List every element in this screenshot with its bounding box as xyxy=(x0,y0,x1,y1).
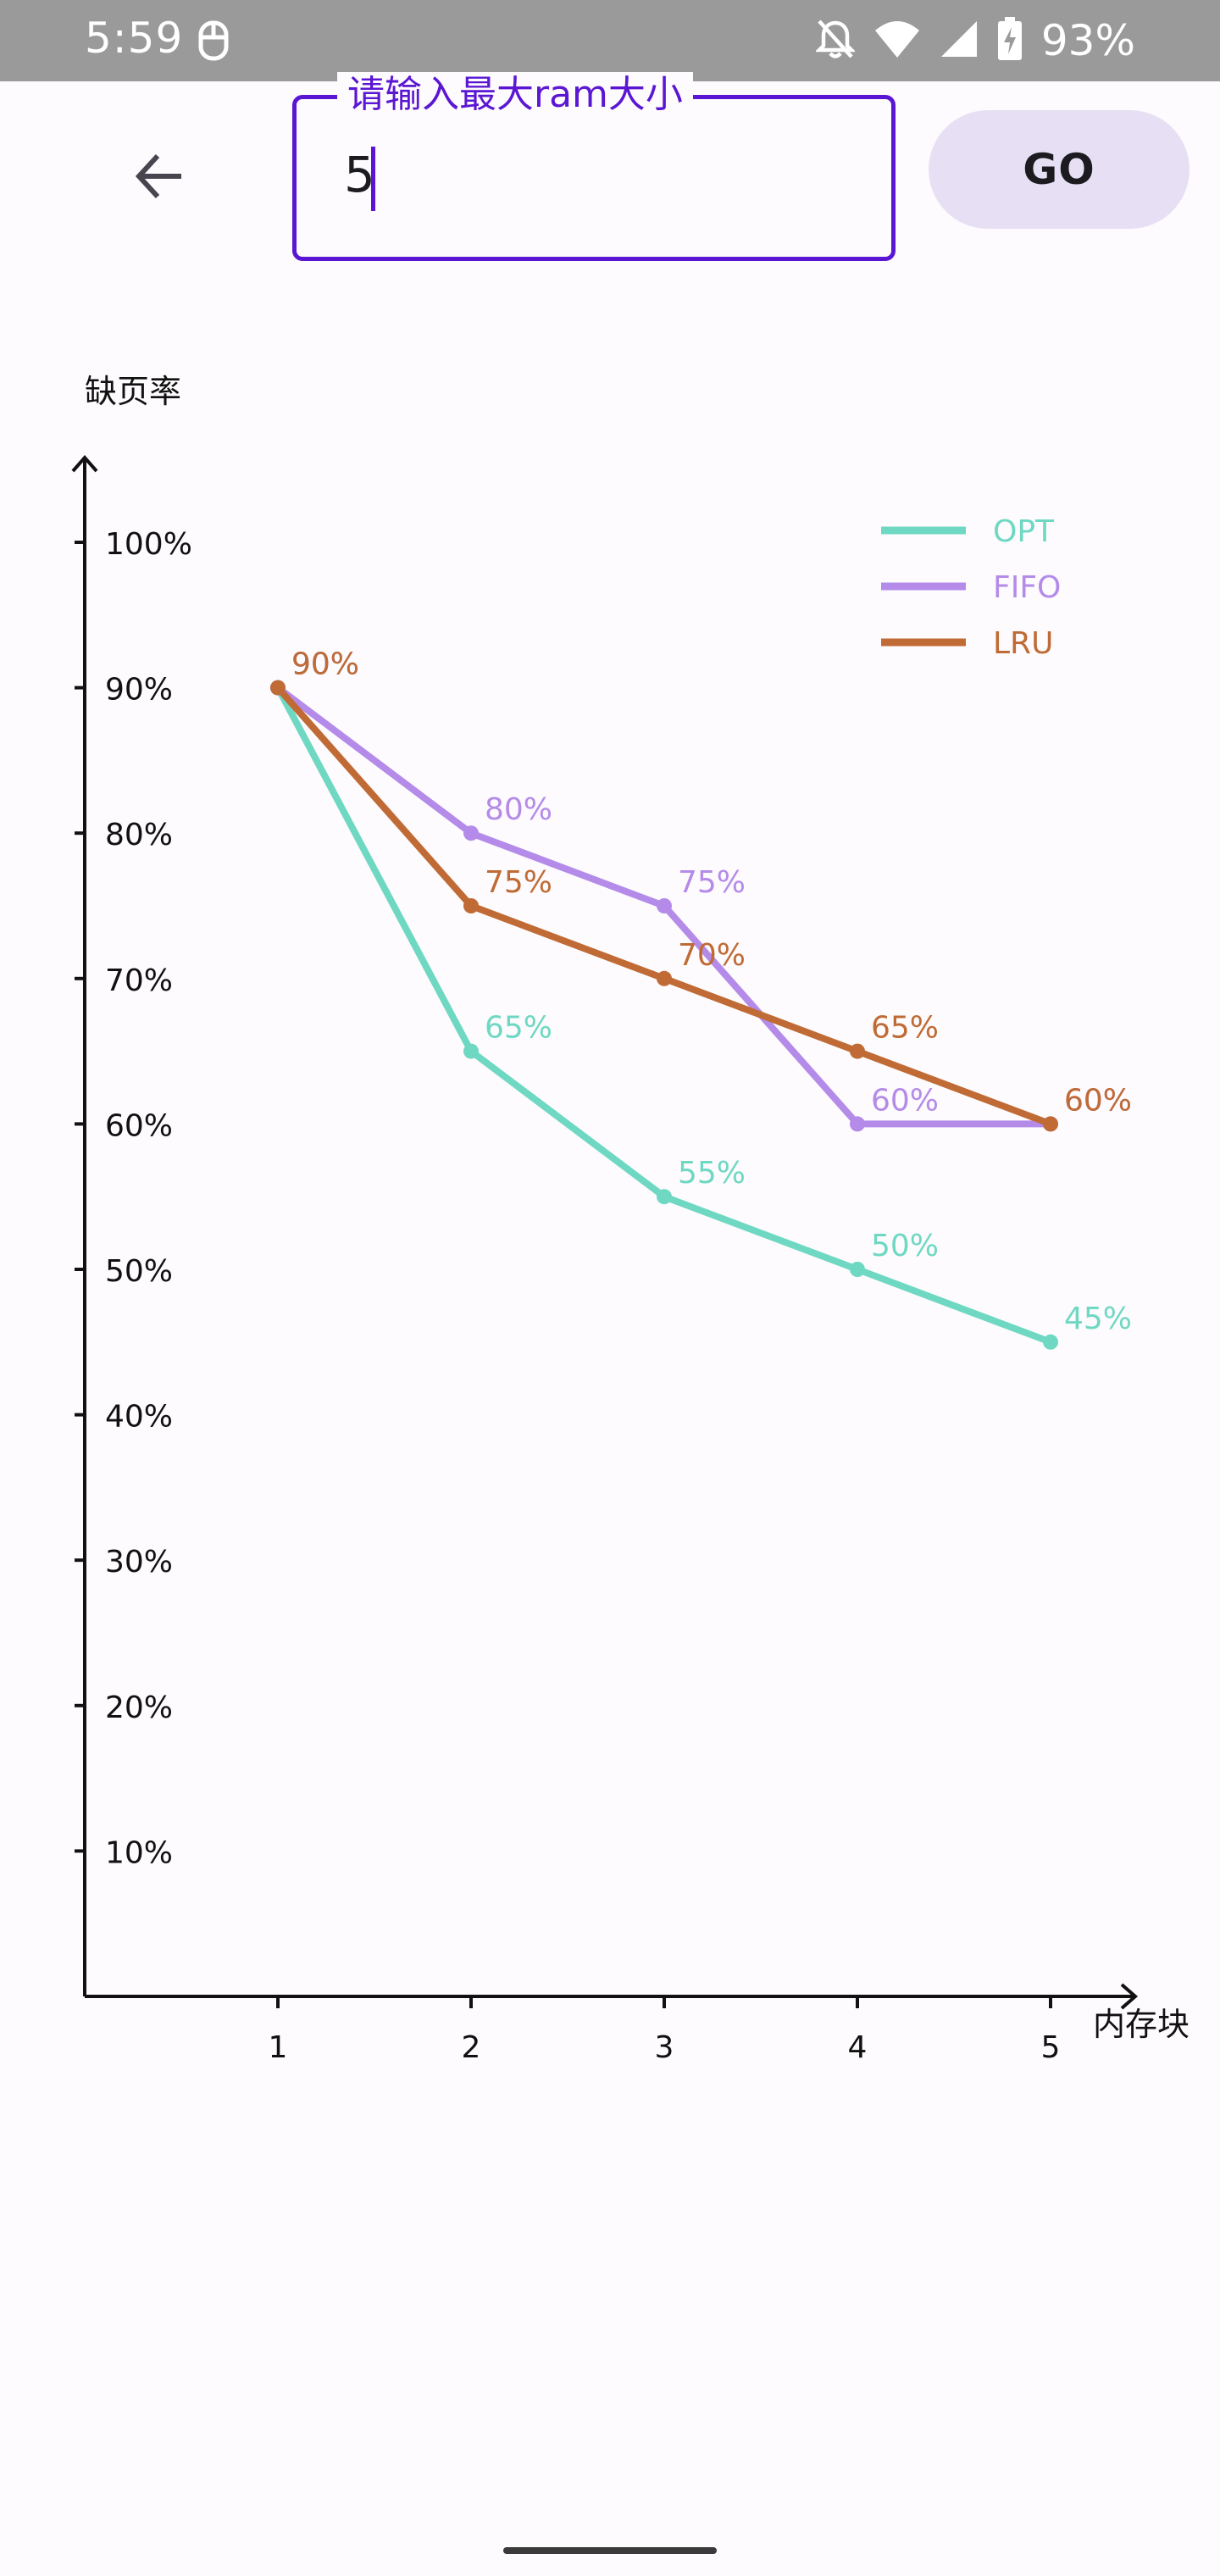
data-label-fifo: 80% xyxy=(485,792,552,827)
data-label-opt: 65% xyxy=(485,1011,552,1046)
data-label-opt: 45% xyxy=(1064,1302,1132,1336)
data-point-fifo xyxy=(463,825,479,841)
y-tick-label: 20% xyxy=(105,1690,173,1725)
data-label-opt: 90% xyxy=(291,647,359,682)
data-point-lru xyxy=(657,970,672,986)
back-button[interactable] xyxy=(119,136,200,217)
data-label-fifo: 60% xyxy=(1064,1083,1132,1118)
y-tick-label: 10% xyxy=(105,1835,173,1870)
data-label-lru: 70% xyxy=(678,938,746,973)
arrow-back-icon xyxy=(135,153,181,199)
cellular-signal-icon xyxy=(940,19,979,62)
x-axis-title: 内存块 xyxy=(1093,2006,1190,2043)
data-label-lru: 90% xyxy=(291,647,359,682)
y-tick-label: 100% xyxy=(105,527,192,562)
data-label-opt: 55% xyxy=(678,1156,746,1191)
legend-label-opt: OPT xyxy=(993,514,1055,549)
wifi-icon xyxy=(873,19,921,63)
data-point-fifo xyxy=(657,898,672,913)
top-toolbar: 请输入最大ram大小 5 GO xyxy=(0,72,1220,285)
y-tick-label: 50% xyxy=(105,1254,173,1289)
x-tick-label: 1 xyxy=(269,2030,288,2065)
mouse-icon xyxy=(198,20,229,64)
x-tick-label: 3 xyxy=(655,2030,674,2065)
text-cursor xyxy=(371,147,375,211)
data-point-lru xyxy=(463,898,479,913)
data-point-opt xyxy=(850,1262,865,1277)
data-point-opt xyxy=(657,1189,672,1205)
data-point-lru xyxy=(850,1043,865,1059)
y-tick-label: 30% xyxy=(105,1545,173,1579)
data-point-lru xyxy=(1043,1116,1058,1132)
y-axis-title: 缺页率 xyxy=(85,373,181,410)
max-ram-input-field[interactable]: 请输入最大ram大小 5 xyxy=(292,72,896,261)
data-label-fifo: 75% xyxy=(678,865,746,900)
legend-label-fifo: FIFO xyxy=(993,570,1061,605)
status-bar: 5:59 xyxy=(0,0,1220,81)
status-time: 5:59 xyxy=(85,14,184,63)
x-axis-arrow xyxy=(1120,1983,1139,2010)
data-point-lru xyxy=(270,680,286,696)
data-label-fifo: 90% xyxy=(291,647,359,682)
go-button[interactable]: GO xyxy=(929,110,1190,229)
gesture-nav-handle[interactable] xyxy=(503,2547,717,2554)
data-label-fifo: 60% xyxy=(871,1083,939,1118)
y-tick-label: 80% xyxy=(105,818,173,852)
x-tick-label: 4 xyxy=(848,2030,868,2065)
data-label-lru: 65% xyxy=(871,1011,939,1046)
y-tick-label: 70% xyxy=(105,963,173,998)
x-tick-label: 2 xyxy=(462,2030,481,2065)
data-label-lru: 60% xyxy=(1064,1083,1132,1118)
data-point-opt xyxy=(463,1043,479,1059)
data-label-lru: 75% xyxy=(485,865,552,900)
max-ram-input[interactable]: 5 xyxy=(344,146,375,203)
y-tick-label: 40% xyxy=(105,1400,173,1435)
y-axis-arrow xyxy=(71,454,98,473)
y-tick-label: 60% xyxy=(105,1108,173,1143)
data-label-opt: 50% xyxy=(871,1229,939,1263)
battery-charging-icon xyxy=(997,17,1023,64)
battery-percent: 93% xyxy=(1040,16,1135,65)
legend-label-lru: LRU xyxy=(993,626,1053,661)
x-tick-label: 5 xyxy=(1041,2030,1061,2065)
y-tick-label: 90% xyxy=(105,673,173,708)
max-ram-input-label: 请输入最大ram大小 xyxy=(337,72,693,118)
data-point-opt xyxy=(1043,1334,1058,1350)
page-fault-rate-chart: 缺页率内存块 10% 20% 30% 40% 50% 60% 70% 80% 90% 100% 1 2 3… xyxy=(0,364,1220,2076)
data-point-fifo xyxy=(850,1116,865,1132)
notifications-off-icon xyxy=(814,18,857,64)
